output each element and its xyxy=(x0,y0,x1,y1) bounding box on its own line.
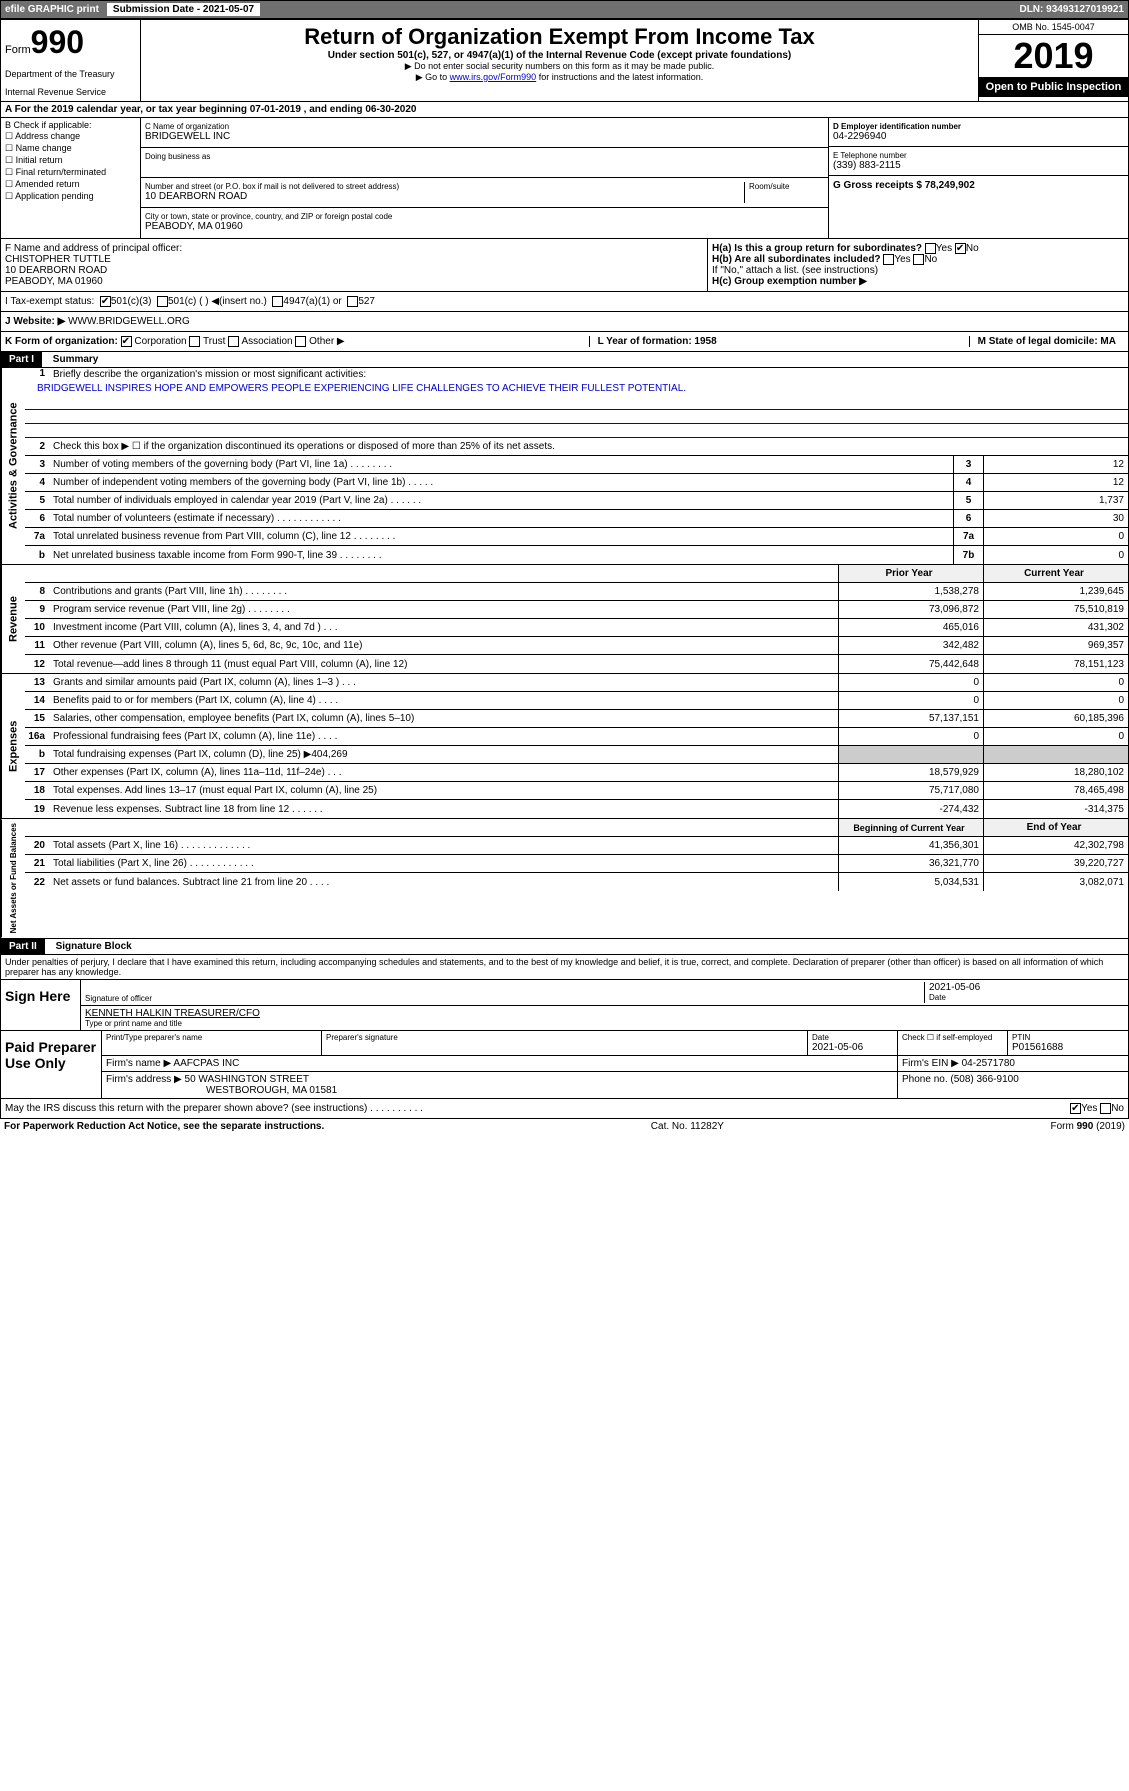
submission-date: Submission Date - 2021-05-07 xyxy=(107,3,260,16)
officer-grid: F Name and address of principal officer:… xyxy=(0,239,1129,292)
omb-number: OMB No. 1545-0047 xyxy=(979,20,1128,35)
website-row: J Website: ▶ WWW.BRIDGEWELL.ORG xyxy=(0,312,1129,332)
check-final: ☐ Final return/terminated xyxy=(5,167,136,178)
check-initial: ☐ Initial return xyxy=(5,155,136,166)
gross-receipts: G Gross receipts $ 78,249,902 xyxy=(833,180,1124,191)
website-url: WWW.BRIDGEWELL.ORG xyxy=(68,316,190,327)
expenses-section: Expenses 13Grants and similar amounts pa… xyxy=(0,674,1129,819)
tax-status-row: I Tax-exempt status: 501(c)(3) 501(c) ( … xyxy=(0,292,1129,312)
check-name: ☐ Name change xyxy=(5,143,136,154)
val-5: 1,737 xyxy=(983,492,1128,509)
ein: 04-2296940 xyxy=(833,131,1124,142)
note-ssn: ▶ Do not enter social security numbers o… xyxy=(145,61,974,72)
note-link: ▶ Go to www.irs.gov/Form990 for instruct… xyxy=(145,72,974,83)
revenue-section: Revenue Prior YearCurrent Year 8Contribu… xyxy=(0,565,1129,674)
header-bar: efile GRAPHIC print Submission Date - 20… xyxy=(0,0,1129,19)
org-name: BRIDGEWELL INC xyxy=(145,131,824,142)
check-address: ☐ Address change xyxy=(5,131,136,142)
part2-header: Part II Signature Block xyxy=(0,939,1129,955)
dept-treasury: Department of the Treasury xyxy=(5,69,136,79)
check-501c3 xyxy=(100,296,111,307)
check-column: B Check if applicable: ☐ Address change … xyxy=(1,118,141,238)
state-domicile: M State of legal domicile: MA xyxy=(978,336,1116,347)
officer-name: CHISTOPHER TUTTLE xyxy=(5,254,703,265)
group-ha: H(a) Is this a group return for subordin… xyxy=(712,243,1124,254)
firm-name: AAFCPAS INC xyxy=(173,1058,239,1069)
preparer-section: Paid Preparer Use Only Print/Type prepar… xyxy=(0,1031,1129,1099)
open-public: Open to Public Inspection xyxy=(979,77,1128,97)
part1-header: Part I Summary xyxy=(0,352,1129,368)
val-4: 12 xyxy=(983,474,1128,491)
info-grid: B Check if applicable: ☐ Address change … xyxy=(0,118,1129,239)
form-org-row: K Form of organization: Corporation Trus… xyxy=(0,332,1129,352)
val-7a: 0 xyxy=(983,528,1128,545)
firm-phone: Phone no. (508) 366-9100 xyxy=(898,1072,1128,1098)
irs-link[interactable]: www.irs.gov/Form990 xyxy=(450,72,537,82)
main-title: Return of Organization Exempt From Incom… xyxy=(145,24,974,50)
dept-irs: Internal Revenue Service xyxy=(5,87,136,97)
tax-year: 2019 xyxy=(979,35,1128,77)
governance-section: Activities & Governance 1Briefly describ… xyxy=(0,368,1129,565)
mission-desc: BRIDGEWELL INSPIRES HOPE AND EMPOWERS PE… xyxy=(25,381,1128,396)
check-amended: ☐ Amended return xyxy=(5,179,136,190)
net-assets-section: Net Assets or Fund Balances Beginning of… xyxy=(0,819,1129,938)
dln: DLN: 93493127019921 xyxy=(1019,4,1124,15)
discuss-row: May the IRS discuss this return with the… xyxy=(0,1099,1129,1119)
subtitle: Under section 501(c), 527, or 4947(a)(1)… xyxy=(145,50,974,61)
check-pending: ☐ Application pending xyxy=(5,191,136,202)
signer-name: KENNETH HALKIN TREASURER/CFO xyxy=(85,1008,260,1019)
val-3: 12 xyxy=(983,456,1128,473)
org-city: PEABODY, MA 01960 xyxy=(145,221,824,232)
ptin: P01561688 xyxy=(1012,1042,1124,1053)
perjury-statement: Under penalties of perjury, I declare th… xyxy=(0,955,1129,980)
group-hc: H(c) Group exemption number ▶ xyxy=(712,276,1124,287)
telephone: (339) 883-2115 xyxy=(833,160,1124,171)
group-hb: H(b) Are all subordinates included? Yes … xyxy=(712,254,1124,265)
calendar-year: A For the 2019 calendar year, or tax yea… xyxy=(0,102,1129,118)
val-6: 30 xyxy=(983,510,1128,527)
val-7b: 0 xyxy=(983,546,1128,564)
form-number: Form990 xyxy=(5,24,136,61)
efile-label: efile GRAPHIC print xyxy=(5,4,99,15)
year-formation: L Year of formation: 1958 xyxy=(598,336,717,347)
footer: For Paperwork Reduction Act Notice, see … xyxy=(0,1119,1129,1134)
sign-section: Sign Here Signature of officer 2021-05-0… xyxy=(0,980,1129,1031)
org-address: 10 DEARBORN ROAD xyxy=(145,191,744,202)
form-header: Form990 Department of the Treasury Inter… xyxy=(0,19,1129,102)
firm-ein: Firm's EIN ▶ 04-2571780 xyxy=(898,1056,1128,1071)
